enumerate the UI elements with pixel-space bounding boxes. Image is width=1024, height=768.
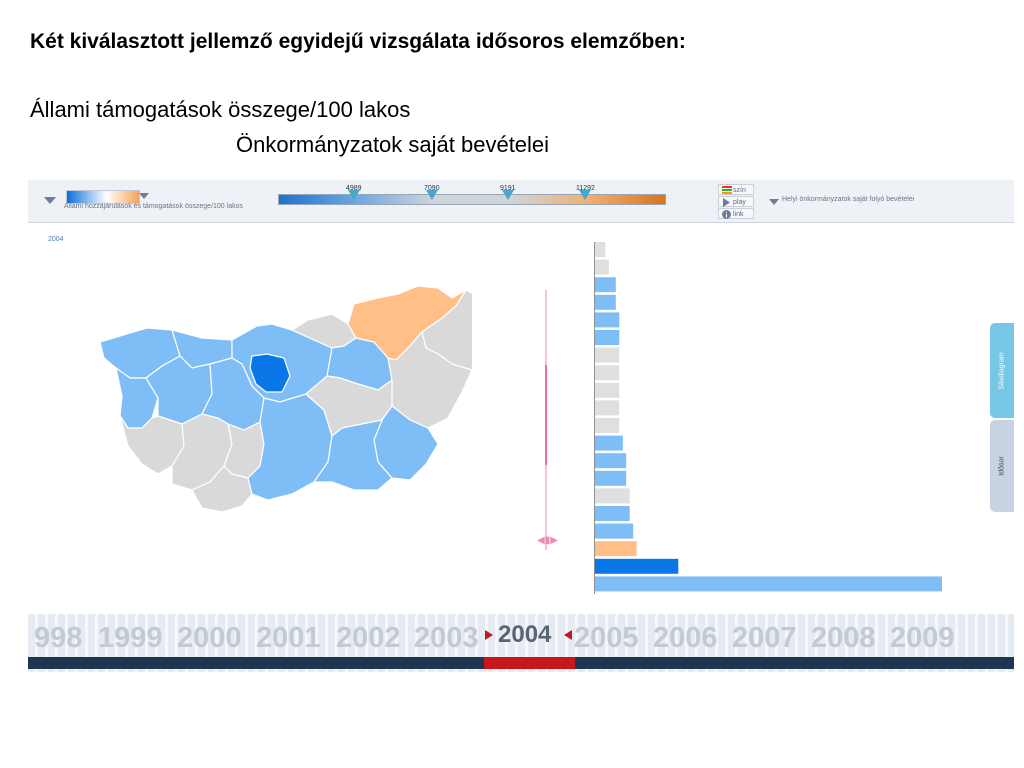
- tab-time-series[interactable]: Idősor: [990, 420, 1014, 512]
- timeline-year-2003[interactable]: 2003: [414, 622, 479, 654]
- county-bar[interactable]: [595, 558, 679, 574]
- color-legend[interactable]: [66, 190, 140, 204]
- play-button[interactable]: play: [718, 196, 754, 207]
- threshold-label-3: 9191: [500, 185, 516, 192]
- timeline-year-2007[interactable]: 2007: [732, 622, 797, 654]
- threshold-label-4: 11292: [576, 185, 595, 192]
- county-bar[interactable]: [595, 488, 630, 504]
- county-csongrad[interactable]: [312, 419, 393, 491]
- timeline-year-1998[interactable]: 998: [34, 622, 83, 654]
- time-axis-highlight: [545, 365, 547, 465]
- timeline-year-2002[interactable]: 2002: [336, 622, 401, 654]
- county-bar-chart: [594, 242, 942, 594]
- threshold-handle-4[interactable]: [579, 190, 591, 200]
- color-button-label: szín: [733, 187, 746, 194]
- drag-handle-icon[interactable]: ◀▮▶: [537, 535, 558, 546]
- timeline-year-2005[interactable]: 2005: [574, 622, 639, 654]
- timeline-year-2006[interactable]: 2006: [653, 622, 718, 654]
- county-bar[interactable]: [595, 576, 942, 592]
- toolbar: Állami hozzájárulások és támogatások öss…: [28, 180, 1014, 223]
- threshold-label-2: 7090: [424, 185, 440, 192]
- county-bar[interactable]: [595, 453, 627, 469]
- info-icon: [722, 210, 731, 223]
- county-bar[interactable]: [595, 242, 606, 257]
- tab-bar-chart-label: Sávdiagram: [998, 351, 1006, 390]
- play-icon: [722, 198, 730, 211]
- indicator-dropdown-icon[interactable]: [44, 197, 56, 204]
- threshold-handle-1[interactable]: [348, 190, 360, 200]
- timeline-year-2000[interactable]: 2000: [177, 622, 242, 654]
- timeline-year-1999[interactable]: 1999: [98, 622, 163, 654]
- tab-bar-chart[interactable]: Sávdiagram: [990, 323, 1014, 418]
- slide-subtitle-secondary: Önkormányzatok saját bevételei: [236, 132, 550, 157]
- county-bar[interactable]: [595, 382, 620, 398]
- county-bar[interactable]: [595, 365, 620, 381]
- hungary-county-map: [99, 285, 472, 513]
- color-button[interactable]: szín: [718, 184, 754, 195]
- tab-time-series-label: Idősor: [998, 456, 1006, 476]
- link-button[interactable]: link: [718, 208, 754, 219]
- threshold-handle-3[interactable]: [502, 190, 514, 200]
- timeline-current-marker: [484, 657, 575, 669]
- county-bar[interactable]: [595, 400, 620, 416]
- legend-dropdown-icon[interactable]: [139, 193, 149, 199]
- slide-title: Két kiválasztott jellemző egyidejű vizsg…: [30, 30, 686, 53]
- county-bar[interactable]: [595, 523, 634, 539]
- timeline-current-year: 2004: [498, 621, 552, 648]
- county-bar[interactable]: [595, 506, 630, 521]
- right-indicator-label[interactable]: Helyi önkormányzatok saját folyó bevétel…: [782, 196, 915, 203]
- timeline-year-2001[interactable]: 2001: [256, 622, 321, 654]
- county-budapest[interactable]: [249, 353, 291, 393]
- analyzer-app: Állami hozzájárulások és támogatások öss…: [28, 180, 1014, 672]
- county-bar[interactable]: [595, 435, 623, 451]
- map-year-label: 2004: [48, 236, 64, 243]
- county-bar[interactable]: [595, 312, 620, 328]
- slide-subtitle-primary: Állami támogatások összege/100 lakos: [30, 97, 411, 122]
- right-indicator-dropdown-icon[interactable]: [769, 199, 779, 205]
- county-bar[interactable]: [595, 294, 616, 310]
- county-bar[interactable]: [595, 418, 620, 433]
- timeline-prev-arrow-icon[interactable]: [485, 630, 493, 640]
- left-indicator-label[interactable]: Állami hozzájárulások és támogatások öss…: [64, 203, 243, 210]
- threshold-handle-2[interactable]: [426, 190, 438, 200]
- county-bar[interactable]: [595, 259, 609, 275]
- county-bar[interactable]: [595, 330, 620, 345]
- palette-icon: [722, 186, 732, 198]
- county-bar[interactable]: [595, 347, 620, 363]
- timeline-year-2009[interactable]: 2009: [890, 622, 955, 654]
- threshold-slider[interactable]: [278, 194, 666, 205]
- county-bar[interactable]: [595, 541, 637, 557]
- threshold-label-1: 4989: [346, 185, 362, 192]
- play-button-label: play: [733, 199, 746, 206]
- county-bar[interactable]: [595, 277, 616, 293]
- county-bar[interactable]: [595, 470, 627, 486]
- year-timeline[interactable]: 998 1999 2000 2001 2002 2003 2004 2005 2…: [28, 614, 1014, 672]
- timeline-year-2008[interactable]: 2008: [811, 622, 876, 654]
- timeline-next-arrow-icon[interactable]: [564, 630, 572, 640]
- link-button-label: link: [733, 211, 744, 218]
